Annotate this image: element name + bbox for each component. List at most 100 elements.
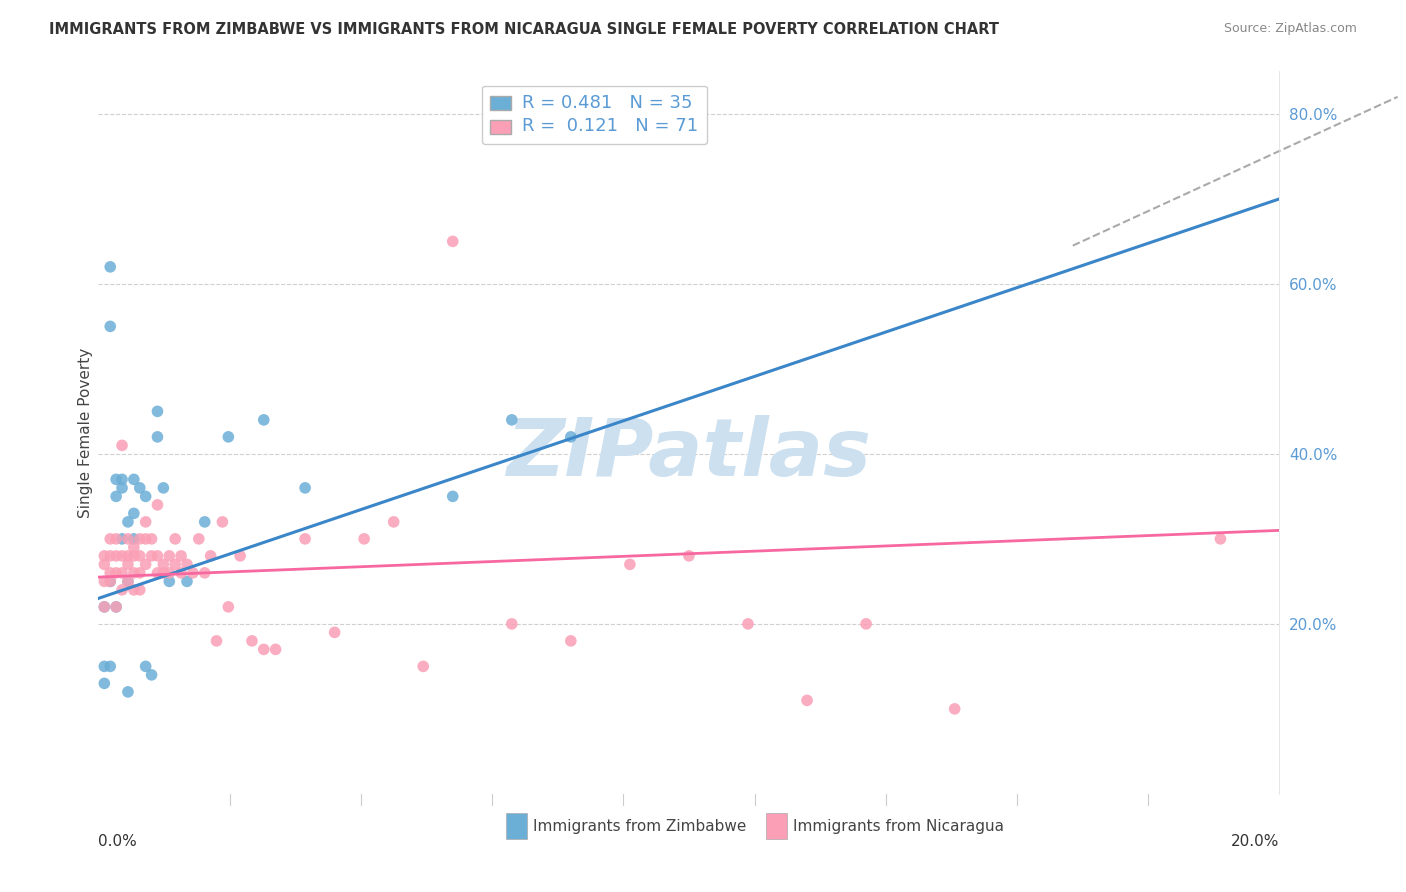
Point: [98, 574, 121, 589]
Point: [146, 430, 169, 444]
Point: [294, 532, 316, 546]
Point: [294, 481, 316, 495]
Point: [105, 472, 128, 486]
Point: [122, 507, 145, 521]
Point: [93, 558, 115, 572]
Point: [501, 413, 523, 427]
Point: [187, 532, 209, 546]
Point: [323, 625, 346, 640]
Point: [135, 532, 157, 546]
Bar: [766, 814, 787, 838]
Point: [152, 566, 174, 580]
Point: [157, 566, 180, 580]
Point: [117, 574, 139, 589]
Point: [111, 481, 134, 495]
Point: [98, 566, 121, 580]
Point: [135, 558, 157, 572]
Point: [122, 532, 145, 546]
Point: [105, 532, 128, 546]
Text: Immigrants from Zimbabwe: Immigrants from Zimbabwe: [533, 819, 747, 833]
Point: [253, 642, 276, 657]
Point: [122, 566, 145, 580]
Point: [111, 472, 134, 486]
Point: [146, 498, 169, 512]
Point: [170, 549, 193, 563]
Point: [141, 532, 163, 546]
Point: [93, 574, 115, 589]
Point: [181, 566, 204, 580]
Point: [165, 558, 187, 572]
Point: [122, 582, 145, 597]
Point: [111, 532, 134, 546]
Point: [229, 549, 252, 563]
Point: [264, 642, 287, 657]
Point: [1209, 532, 1232, 546]
Point: [157, 549, 180, 563]
Point: [93, 599, 115, 614]
Point: [217, 430, 239, 444]
Text: ZIPatlas: ZIPatlas: [506, 416, 872, 493]
Point: [200, 549, 222, 563]
Point: [98, 549, 121, 563]
Point: [194, 566, 217, 580]
Point: [93, 659, 115, 673]
Point: [146, 566, 169, 580]
Legend: R = 0.481   N = 35, R =  0.121   N = 71: R = 0.481 N = 35, R = 0.121 N = 71: [482, 86, 707, 144]
Point: [157, 574, 180, 589]
Point: [855, 616, 877, 631]
Y-axis label: Single Female Poverty: Single Female Poverty: [77, 348, 93, 517]
Point: [501, 616, 523, 631]
Point: [122, 472, 145, 486]
Point: [117, 558, 139, 572]
Point: [205, 633, 228, 648]
Point: [135, 515, 157, 529]
Point: [105, 566, 128, 580]
Point: [141, 549, 163, 563]
Point: [678, 549, 700, 563]
Point: [135, 489, 157, 503]
Point: [943, 702, 966, 716]
Point: [111, 582, 134, 597]
Point: [122, 549, 145, 563]
Point: [619, 558, 641, 572]
Point: [105, 599, 128, 614]
Point: [105, 489, 128, 503]
Point: [105, 549, 128, 563]
Point: [560, 633, 582, 648]
Point: [128, 582, 150, 597]
Point: [128, 481, 150, 495]
Point: [146, 404, 169, 418]
Point: [441, 489, 464, 503]
Point: [217, 599, 239, 614]
Point: [93, 549, 115, 563]
Point: [382, 515, 405, 529]
Point: [176, 574, 198, 589]
Point: [141, 668, 163, 682]
Point: [796, 693, 818, 707]
Point: [117, 515, 139, 529]
Point: [135, 659, 157, 673]
Point: [117, 685, 139, 699]
Text: 20.0%: 20.0%: [1232, 834, 1279, 848]
Text: 0.0%: 0.0%: [98, 834, 138, 848]
Point: [111, 438, 134, 452]
Point: [165, 532, 187, 546]
Point: [194, 515, 217, 529]
Point: [146, 549, 169, 563]
Point: [128, 532, 150, 546]
Text: IMMIGRANTS FROM ZIMBABWE VS IMMIGRANTS FROM NICARAGUA SINGLE FEMALE POVERTY CORR: IMMIGRANTS FROM ZIMBABWE VS IMMIGRANTS F…: [49, 22, 1000, 37]
Point: [98, 260, 121, 274]
Point: [240, 633, 263, 648]
Point: [93, 676, 115, 690]
Point: [737, 616, 759, 631]
Point: [170, 566, 193, 580]
Point: [98, 574, 121, 589]
Point: [111, 566, 134, 580]
Point: [117, 574, 139, 589]
Point: [253, 413, 276, 427]
Point: [93, 599, 115, 614]
Point: [117, 532, 139, 546]
Point: [128, 549, 150, 563]
Point: [176, 558, 198, 572]
Point: [441, 235, 464, 249]
